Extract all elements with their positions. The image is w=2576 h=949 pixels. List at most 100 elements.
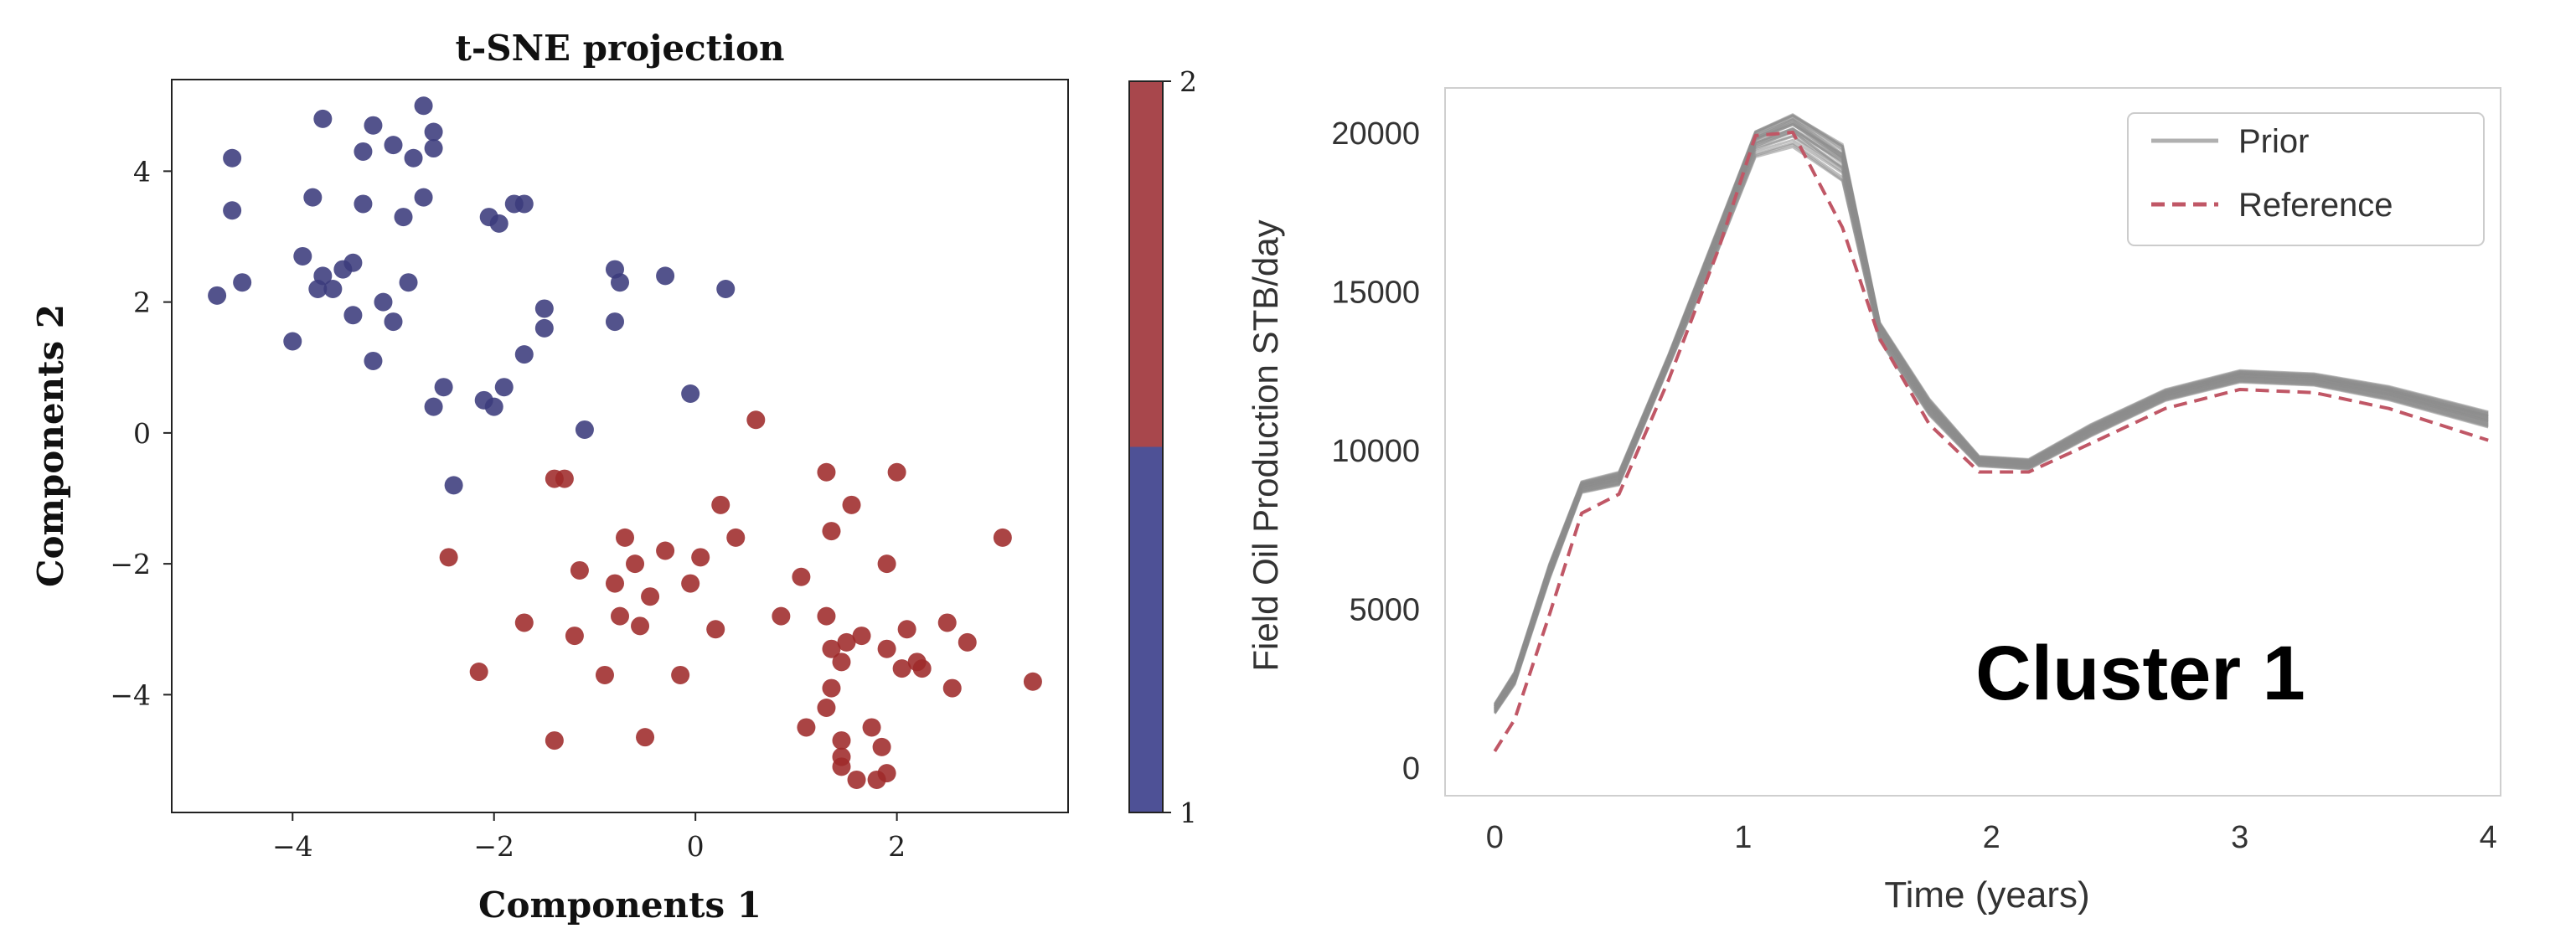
- scatter-point-cluster-2: [611, 606, 629, 626]
- reference-line: [1493, 131, 2489, 753]
- tsne-y-tick-label: 0: [133, 417, 151, 450]
- scatter-point-cluster-2: [872, 737, 891, 756]
- production-y-tick-label: 5000: [1349, 592, 1420, 627]
- tsne-points: [208, 96, 1042, 789]
- scatter-point-cluster-1: [343, 306, 363, 325]
- tsne-x-tick-label: −2: [473, 830, 514, 863]
- scatter-point-cluster-2: [711, 495, 730, 514]
- scatter-point-cluster-2: [772, 606, 791, 626]
- scatter-point-cluster-2: [514, 613, 534, 632]
- scatter-point-cluster-1: [399, 273, 418, 292]
- scatter-point-cluster-1: [424, 122, 443, 142]
- scatter-point-cluster-1: [424, 397, 443, 416]
- production-x-tick-label: 0: [1486, 820, 1504, 855]
- tsne-y-tick-label: 4: [133, 155, 151, 188]
- scatter-point-cluster-1: [424, 139, 443, 158]
- tsne-y-axis-label: Components 2: [30, 304, 71, 587]
- tsne-plot-frame: [171, 79, 1069, 813]
- scatter-point-cluster-1: [364, 116, 383, 135]
- scatter-point-cluster-2: [897, 620, 916, 639]
- scatter-point-cluster-2: [887, 462, 906, 482]
- scatter-point-cluster-1: [484, 397, 503, 416]
- legend-prior-label: Prior: [2238, 123, 2309, 160]
- scatter-point-cluster-2: [852, 627, 871, 646]
- scatter-point-cluster-2: [641, 587, 660, 606]
- production-x-axis-label: Time (years): [1884, 874, 2089, 915]
- scatter-point-cluster-2: [822, 678, 841, 698]
- tsne-y-tick-label: −4: [110, 678, 151, 711]
- scatter-point-cluster-1: [233, 273, 252, 292]
- colorbar-tick-label: 2: [1180, 65, 1197, 98]
- production-x-tick-label: 3: [2231, 820, 2248, 855]
- production-x-tick-label: 4: [2480, 820, 2497, 855]
- tsne-scatter-chart: t-SNE projection −4 −2 0 2 −4 −2 0 2 4 Component…: [30, 28, 1197, 926]
- scatter-point-cluster-2: [626, 554, 645, 574]
- colorbar-segment-1: [1129, 446, 1163, 812]
- tsne-y-tick-label: 2: [133, 286, 151, 319]
- scatter-point-cluster-1: [534, 299, 554, 318]
- legend-reference-label: Reference: [2238, 187, 2393, 224]
- scatter-point-cluster-1: [223, 201, 242, 220]
- scatter-point-cluster-1: [479, 208, 498, 227]
- colorbar-segment-2: [1129, 81, 1163, 447]
- scatter-point-cluster-2: [681, 574, 700, 593]
- scatter-point-cluster-2: [631, 616, 650, 636]
- production-y-tick-label: 10000: [1331, 434, 1420, 469]
- scatter-point-cluster-2: [892, 659, 911, 678]
- tsne-title: t-SNE projection: [455, 28, 784, 69]
- scatter-point-cluster-1: [575, 420, 594, 439]
- scatter-point-cluster-2: [847, 770, 866, 789]
- scatter-point-cluster-1: [384, 136, 403, 155]
- scatter-point-cluster-1: [354, 194, 373, 214]
- colorbar-tick-label: 1: [1180, 797, 1197, 829]
- scatter-point-cluster-1: [414, 96, 433, 116]
- scatter-point-cluster-1: [313, 109, 333, 128]
- scatter-point-cluster-1: [354, 142, 373, 161]
- scatter-point-cluster-1: [223, 148, 242, 168]
- scatter-point-cluster-2: [817, 606, 836, 626]
- scatter-point-cluster-2: [726, 528, 746, 547]
- scatter-point-cluster-2: [817, 699, 836, 717]
- scatter-point-cluster-1: [681, 384, 700, 403]
- production-x-tick-label: 2: [1983, 820, 2000, 855]
- production-legend: Prior Reference: [2127, 112, 2485, 246]
- scatter-point-cluster-2: [842, 495, 861, 514]
- scatter-point-cluster-1: [394, 208, 413, 227]
- production-y-tick-label: 0: [1402, 751, 1420, 787]
- scatter-point-cluster-2: [565, 627, 584, 646]
- cluster-annotation: Cluster 1: [1975, 631, 2305, 716]
- tsne-x-tick-label: −4: [272, 830, 313, 863]
- scatter-point-cluster-2: [867, 770, 886, 789]
- prior-line: [1494, 145, 2489, 714]
- scatter-point-cluster-2: [1023, 672, 1042, 691]
- scatter-point-cluster-2: [937, 613, 957, 632]
- scatter-point-cluster-1: [293, 246, 312, 266]
- prior-line: [1494, 119, 2489, 711]
- tsne-y-tick-label: −2: [110, 548, 151, 580]
- scatter-point-cluster-1: [414, 188, 433, 207]
- scatter-point-cluster-2: [636, 728, 655, 747]
- production-y-tick-label: 20000: [1331, 116, 1420, 152]
- scatter-point-cluster-2: [671, 665, 690, 684]
- scatter-point-cluster-2: [691, 548, 710, 567]
- scatter-point-cluster-1: [444, 476, 463, 495]
- scatter-point-cluster-2: [837, 632, 856, 652]
- prior-line: [1494, 114, 2489, 707]
- scatter-point-cluster-2: [817, 462, 836, 482]
- legend-box: [2127, 112, 2485, 246]
- scatter-point-cluster-1: [514, 194, 534, 214]
- scatter-point-cluster-1: [384, 312, 403, 332]
- scatter-point-cluster-1: [534, 318, 554, 338]
- scatter-point-cluster-2: [958, 632, 977, 652]
- scatter-point-cluster-2: [555, 469, 574, 488]
- tsne-x-tick-label: 2: [888, 830, 906, 863]
- scatter-point-cluster-2: [605, 574, 624, 593]
- scatter-point-cluster-2: [832, 731, 851, 750]
- scatter-point-cluster-2: [832, 652, 851, 672]
- scatter-point-cluster-1: [656, 266, 675, 286]
- scatter-point-cluster-2: [942, 678, 962, 698]
- production-line-chart: 0 1 2 3 4 0 5000 10000 15000 20000 Time (years) F…: [1246, 87, 2501, 915]
- scatter-point-cluster-2: [706, 620, 725, 639]
- scatter-point-cluster-1: [283, 332, 302, 351]
